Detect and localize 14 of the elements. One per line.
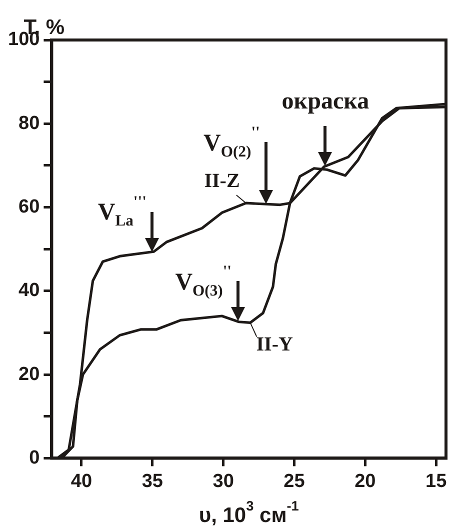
x-tick-label: 30	[212, 470, 234, 492]
y-tick-label: 80	[18, 112, 40, 134]
y-tick-label: 60	[18, 196, 40, 218]
annotation: окраска	[282, 88, 370, 114]
y-tick-label: 20	[18, 364, 40, 385]
y-tick-label: 0	[29, 447, 40, 468]
y-tick-label: 40	[18, 280, 40, 302]
x-tick-label: 20	[354, 470, 376, 492]
x-tick-label: 25	[284, 470, 306, 492]
x-tick-label: 15	[426, 470, 448, 492]
x-tick-label: 40	[70, 470, 92, 492]
x-tick-label: 35	[142, 470, 164, 492]
legend-label: II-Y	[256, 334, 294, 356]
series-label: II-Z	[204, 170, 240, 192]
